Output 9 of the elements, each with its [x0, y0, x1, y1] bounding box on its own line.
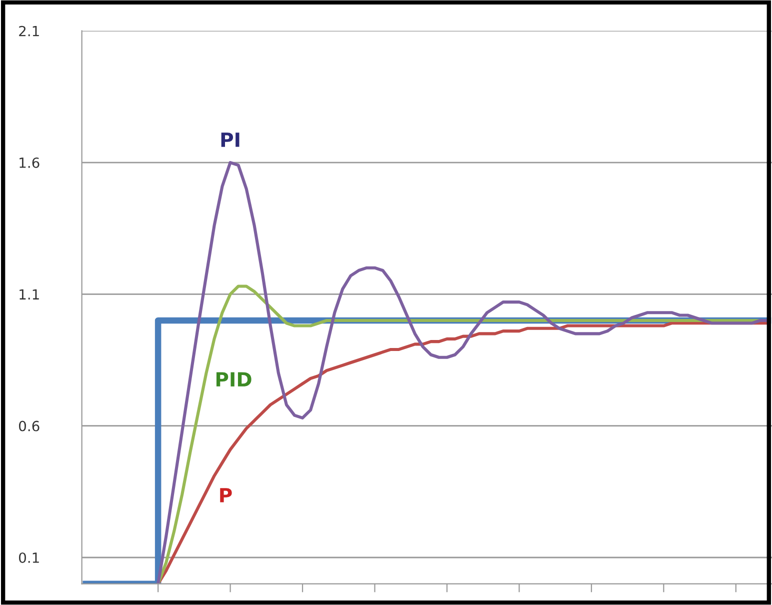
y-tick-label: 0.6: [18, 420, 40, 432]
series-label: PI: [221, 132, 240, 147]
y-tick-label: 2.1: [19, 26, 39, 36]
series-label: P: [220, 488, 232, 502]
y-tick-label: 0.1: [18, 552, 39, 563]
y-tick-label: 1.1: [20, 289, 39, 300]
line-series: [156, 160, 770, 584]
y-tick-label: 1.6: [20, 157, 40, 168]
series-label: PID: [216, 372, 252, 386]
